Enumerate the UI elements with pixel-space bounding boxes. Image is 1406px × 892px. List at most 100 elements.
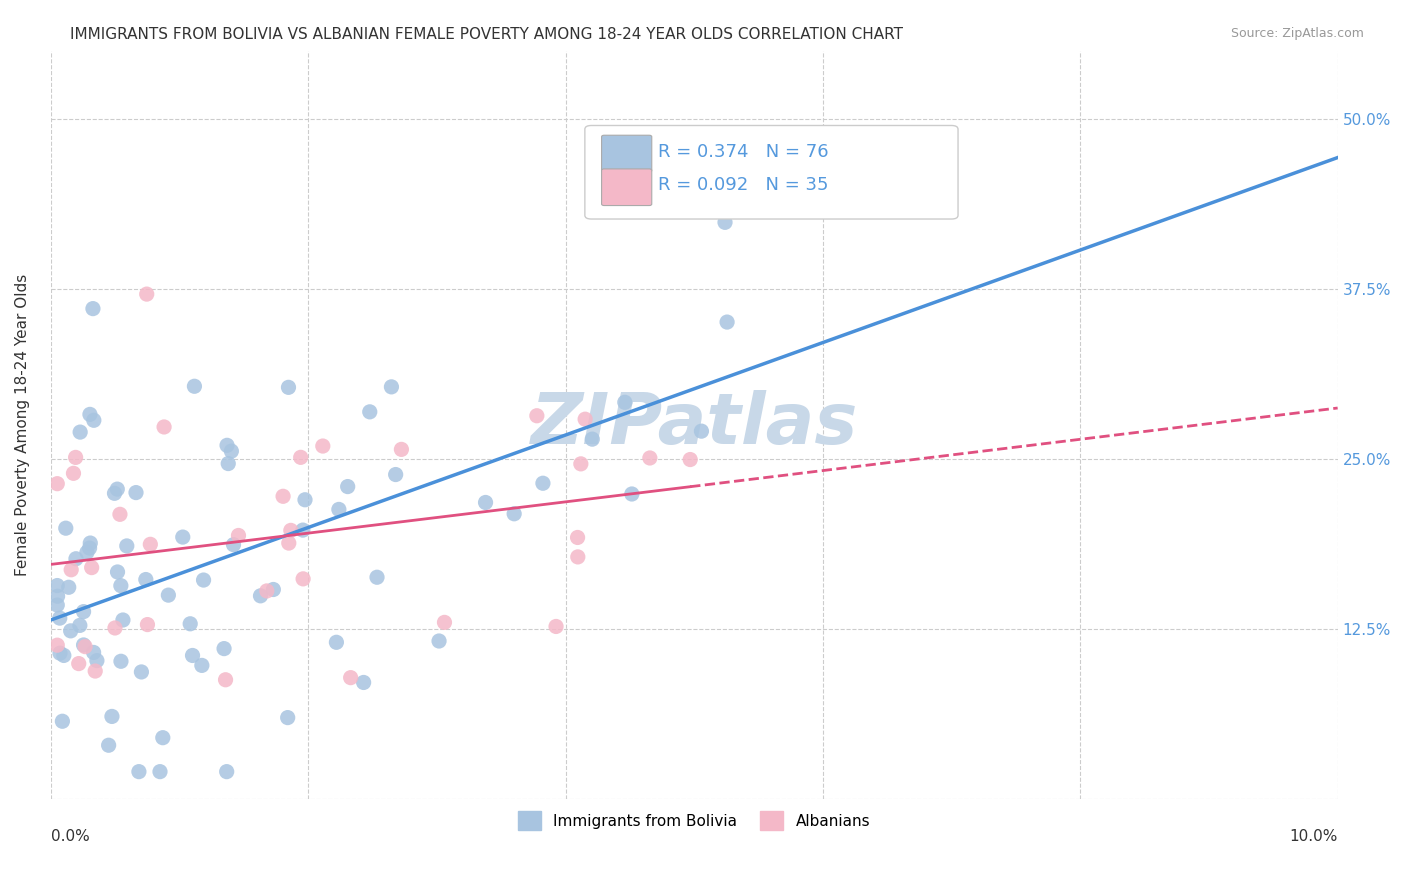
Point: [115, 539, 138, 553]
Point: [474, 495, 496, 509]
FancyBboxPatch shape: [585, 126, 957, 219]
Point: [427, 634, 450, 648]
Point: [58, 580, 80, 594]
Point: [97, 738, 120, 752]
Point: [46, 476, 69, 491]
Point: [181, 648, 204, 663]
Point: [51, 714, 73, 729]
Point: [567, 531, 589, 545]
Point: [280, 524, 302, 538]
Point: [80, 560, 103, 574]
Point: [215, 764, 238, 779]
Point: [325, 635, 347, 649]
Point: [82, 301, 104, 316]
Text: Source: ZipAtlas.com: Source: ZipAtlas.com: [1230, 27, 1364, 40]
Point: [531, 476, 554, 491]
Point: [714, 215, 737, 229]
Point: [277, 710, 299, 724]
Point: [222, 538, 245, 552]
Point: [271, 489, 294, 503]
Point: [359, 405, 381, 419]
Point: [384, 467, 406, 482]
Point: [65, 450, 87, 465]
Point: [353, 675, 375, 690]
Point: [262, 582, 284, 597]
Text: R = 0.092   N = 35: R = 0.092 N = 35: [658, 177, 828, 194]
Point: [277, 536, 299, 550]
Point: [215, 438, 238, 452]
Point: [49, 611, 72, 625]
Text: 0.0%: 0.0%: [51, 829, 90, 844]
Point: [60, 563, 83, 577]
Point: [49, 646, 72, 660]
Point: [104, 621, 127, 635]
Point: [75, 640, 97, 654]
Point: [69, 618, 91, 632]
Point: [79, 541, 101, 555]
Point: [101, 709, 124, 723]
Point: [679, 452, 702, 467]
Point: [336, 479, 359, 493]
Point: [135, 287, 157, 301]
Point: [277, 380, 299, 394]
Point: [613, 395, 636, 409]
Point: [86, 654, 108, 668]
Point: [217, 457, 239, 471]
Point: [67, 657, 90, 671]
Legend: Immigrants from Bolivia, Albanians: Immigrants from Bolivia, Albanians: [512, 805, 876, 836]
Point: [291, 523, 314, 537]
Point: [149, 764, 172, 779]
Point: [433, 615, 456, 630]
Point: [72, 638, 94, 652]
Point: [62, 467, 84, 481]
Point: [108, 508, 131, 522]
Point: [135, 573, 157, 587]
Point: [328, 502, 350, 516]
Point: [292, 572, 315, 586]
Point: [72, 605, 94, 619]
Point: [638, 450, 661, 465]
Point: [191, 658, 214, 673]
Point: [110, 654, 132, 668]
Point: [544, 619, 567, 633]
Point: [294, 492, 316, 507]
Point: [221, 444, 243, 458]
Point: [111, 613, 134, 627]
Text: R = 0.374   N = 76: R = 0.374 N = 76: [658, 143, 828, 161]
Point: [55, 521, 77, 535]
Point: [256, 583, 278, 598]
Point: [249, 589, 271, 603]
Point: [103, 486, 125, 500]
Point: [131, 665, 153, 679]
Point: [46, 638, 69, 652]
Point: [228, 528, 250, 542]
Point: [620, 487, 643, 501]
Point: [46, 598, 69, 612]
Point: [193, 573, 215, 587]
Point: [59, 624, 82, 638]
Point: [107, 565, 129, 579]
Point: [128, 764, 150, 779]
Point: [46, 578, 69, 592]
Point: [65, 551, 87, 566]
Point: [212, 641, 235, 656]
Point: [139, 537, 162, 551]
Point: [690, 424, 713, 438]
Point: [105, 482, 128, 496]
Point: [83, 413, 105, 427]
Point: [312, 439, 335, 453]
Point: [153, 420, 176, 434]
Point: [84, 664, 107, 678]
Point: [69, 425, 91, 439]
Point: [581, 432, 603, 446]
Point: [157, 588, 180, 602]
Text: ZIPatlas: ZIPatlas: [530, 391, 858, 459]
Point: [183, 379, 205, 393]
Point: [172, 530, 194, 544]
Text: 10.0%: 10.0%: [1289, 829, 1337, 844]
Point: [83, 645, 105, 659]
Point: [46, 589, 69, 603]
Text: IMMIGRANTS FROM BOLIVIA VS ALBANIAN FEMALE POVERTY AMONG 18-24 YEAR OLDS CORRELA: IMMIGRANTS FROM BOLIVIA VS ALBANIAN FEMA…: [70, 27, 903, 42]
Point: [52, 648, 75, 663]
Point: [574, 412, 596, 426]
